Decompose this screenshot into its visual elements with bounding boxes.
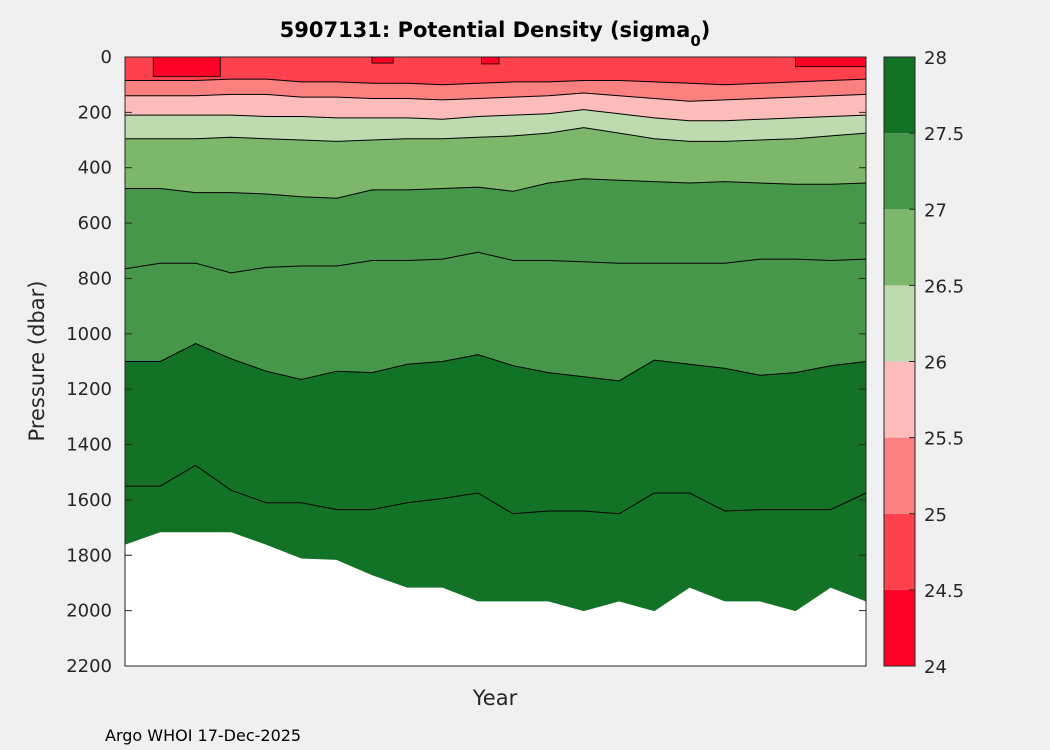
y-tick-label: 600 xyxy=(78,213,112,234)
y-tick-label: 1600 xyxy=(66,490,112,511)
sigma-24.0-patch xyxy=(371,56,394,64)
contour-plot-area xyxy=(124,56,867,667)
y-tick-label: 200 xyxy=(78,102,112,123)
colorbar-swatch xyxy=(884,57,915,134)
band-below-27.6 xyxy=(125,465,866,611)
colorbar-swatch xyxy=(884,285,915,362)
y-axis-label: Pressure (dbar) xyxy=(25,281,49,442)
colorbar-tick-label: 24 xyxy=(924,657,947,678)
title-main: 5907131: Potential Density (sigma xyxy=(280,18,691,42)
colorbar-swatch xyxy=(884,437,915,514)
contour-line-26.5 xyxy=(125,127,867,142)
colorbar-tick-label: 27 xyxy=(924,200,947,221)
y-tick-label: 1800 xyxy=(66,545,112,566)
colorbar-tick-label: 25.5 xyxy=(924,429,964,450)
footer-credit: Argo WHOI 17-Dec-2025 xyxy=(105,726,301,745)
y-tick-label: 2000 xyxy=(66,601,112,622)
colorbar-swatch xyxy=(884,209,915,286)
colorbar-tick-label: 28 xyxy=(924,48,947,69)
axes-frame xyxy=(124,56,867,667)
contour-line-26.0 xyxy=(125,109,867,122)
colorbar-swatch xyxy=(884,361,915,438)
y-tick-label: 2200 xyxy=(66,656,112,677)
sigma-24.0-patch xyxy=(480,56,500,65)
title-subscript: 0 xyxy=(690,32,700,50)
colorbar-tick-label: 26.5 xyxy=(924,276,964,297)
contour-line-27.25 xyxy=(124,251,867,274)
colorbar-tick-label: 27.5 xyxy=(924,124,964,145)
contour-line-27.5 xyxy=(125,342,867,382)
data-bottom-edge xyxy=(124,531,867,612)
colorbar: 24 24.5 25 25.5 26 26.5 27 27.5 28 xyxy=(883,48,964,678)
sigma-24.0-patch xyxy=(795,56,867,68)
colorbar-swatch xyxy=(884,133,915,210)
y-tick-label: 0 xyxy=(101,47,112,68)
y-tick-label: 400 xyxy=(78,158,112,179)
y-axis-ticks: 0 200 400 600 800 1000 1200 1400 1600 1800 2000 220… xyxy=(66,47,866,677)
sigma-24.0-patch xyxy=(152,56,221,77)
contour-line-27.6 xyxy=(125,464,867,515)
colorbar-swatch xyxy=(884,589,915,666)
colorbar-tick-label: 24.5 xyxy=(924,581,964,602)
y-tick-label: 1200 xyxy=(66,379,112,400)
y-tick-label: 1400 xyxy=(66,435,112,456)
y-tick-label: 1000 xyxy=(66,324,112,345)
colorbar-tick-label: 25 xyxy=(924,505,947,526)
contour-line-25.0 xyxy=(125,78,867,86)
x-axis-label: Year xyxy=(472,686,518,710)
colorbar-swatch xyxy=(884,513,915,590)
contour-line-27.0 xyxy=(125,178,867,199)
contour-line-25.5 xyxy=(125,92,867,102)
chart-title: 5907131: Potential Density (sigma0) xyxy=(280,18,711,50)
title-close: ) xyxy=(701,18,711,42)
y-tick-label: 800 xyxy=(78,268,112,289)
colorbar-tick-label: 26 xyxy=(924,353,947,374)
